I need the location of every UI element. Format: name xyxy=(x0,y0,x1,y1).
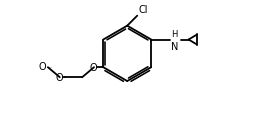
Text: O: O xyxy=(39,62,46,72)
Text: Cl: Cl xyxy=(138,5,148,15)
Text: N: N xyxy=(171,41,178,51)
Text: O: O xyxy=(90,63,98,73)
Text: methoxy: methoxy xyxy=(47,66,53,67)
Text: H: H xyxy=(171,30,177,39)
Text: O: O xyxy=(55,73,63,82)
